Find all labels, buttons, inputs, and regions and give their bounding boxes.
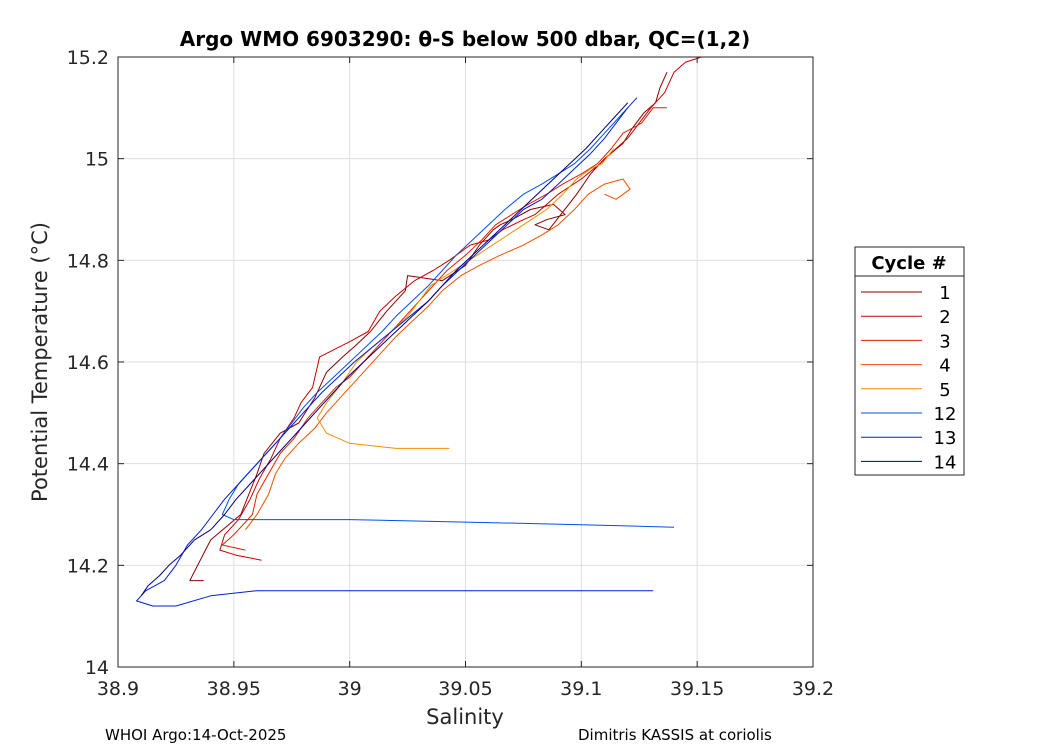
chart-title: Argo WMO 6903290: θ-S below 500 dbar, QC… <box>180 27 750 51</box>
legend-label: 13 <box>934 428 957 449</box>
legend-item-cycle-1: 1 <box>861 283 951 304</box>
series-line-cycle-4 <box>245 178 631 531</box>
legend-item-cycle-4: 4 <box>861 356 951 377</box>
x-tick-label: 39.1 <box>560 678 602 700</box>
y-tick-label: 14.8 <box>67 250 109 272</box>
x-tick-label: 39.05 <box>438 678 492 700</box>
x-tick-label: 38.95 <box>207 678 261 700</box>
axis-ticks: 38.9 38.95 39 39.05 39.1 39.15 39.2 14 14.2 14.4 1… <box>67 47 834 700</box>
y-axis-label: Potential Temperature (°C) <box>28 222 52 502</box>
y-tick-label: 14.4 <box>67 454 109 476</box>
legend-item-cycle-14: 14 <box>861 452 956 473</box>
series-line-cycle-2 <box>219 56 702 561</box>
y-tick-label: 14.2 <box>67 555 109 577</box>
footer-left-credit: WHOI Argo:14-Oct-2025 <box>105 726 287 744</box>
legend-item-cycle-2: 2 <box>861 307 951 328</box>
legend-label: 2 <box>939 307 950 328</box>
legend-item-cycle-5: 5 <box>861 380 951 401</box>
series-line-cycle-12 <box>221 107 675 528</box>
y-tick-label: 15 <box>85 149 109 171</box>
legend-label: 4 <box>939 356 950 377</box>
legend-label: 1 <box>939 283 950 304</box>
series-line-cycle-13 <box>136 97 654 607</box>
legend-item-cycle-13: 13 <box>861 428 956 449</box>
series-line-cycle-14 <box>140 102 629 597</box>
y-tick-label: 14.6 <box>67 352 109 374</box>
series-line-cycle-5 <box>316 148 615 449</box>
legend-label: 12 <box>934 404 957 425</box>
x-tick-label: 39 <box>338 678 362 700</box>
y-tick-label: 15.2 <box>67 47 109 69</box>
legend-label: 5 <box>939 380 950 401</box>
x-tick-label: 39.2 <box>792 678 834 700</box>
legend-label: 14 <box>934 452 957 473</box>
legend-item-cycle-3: 3 <box>861 331 951 352</box>
legend-title: Cycle # <box>871 253 946 274</box>
x-tick-label: 38.9 <box>97 678 139 700</box>
legend-label: 3 <box>939 331 950 352</box>
x-axis-label: Salinity <box>426 705 504 729</box>
x-tick-label: 39.15 <box>670 678 724 700</box>
footer-right-credit: Dimitris KASSIS at coriolis <box>578 726 772 744</box>
legend-item-cycle-12: 12 <box>861 404 956 425</box>
y-tick-label: 14 <box>85 657 109 679</box>
series-layer <box>136 56 702 607</box>
